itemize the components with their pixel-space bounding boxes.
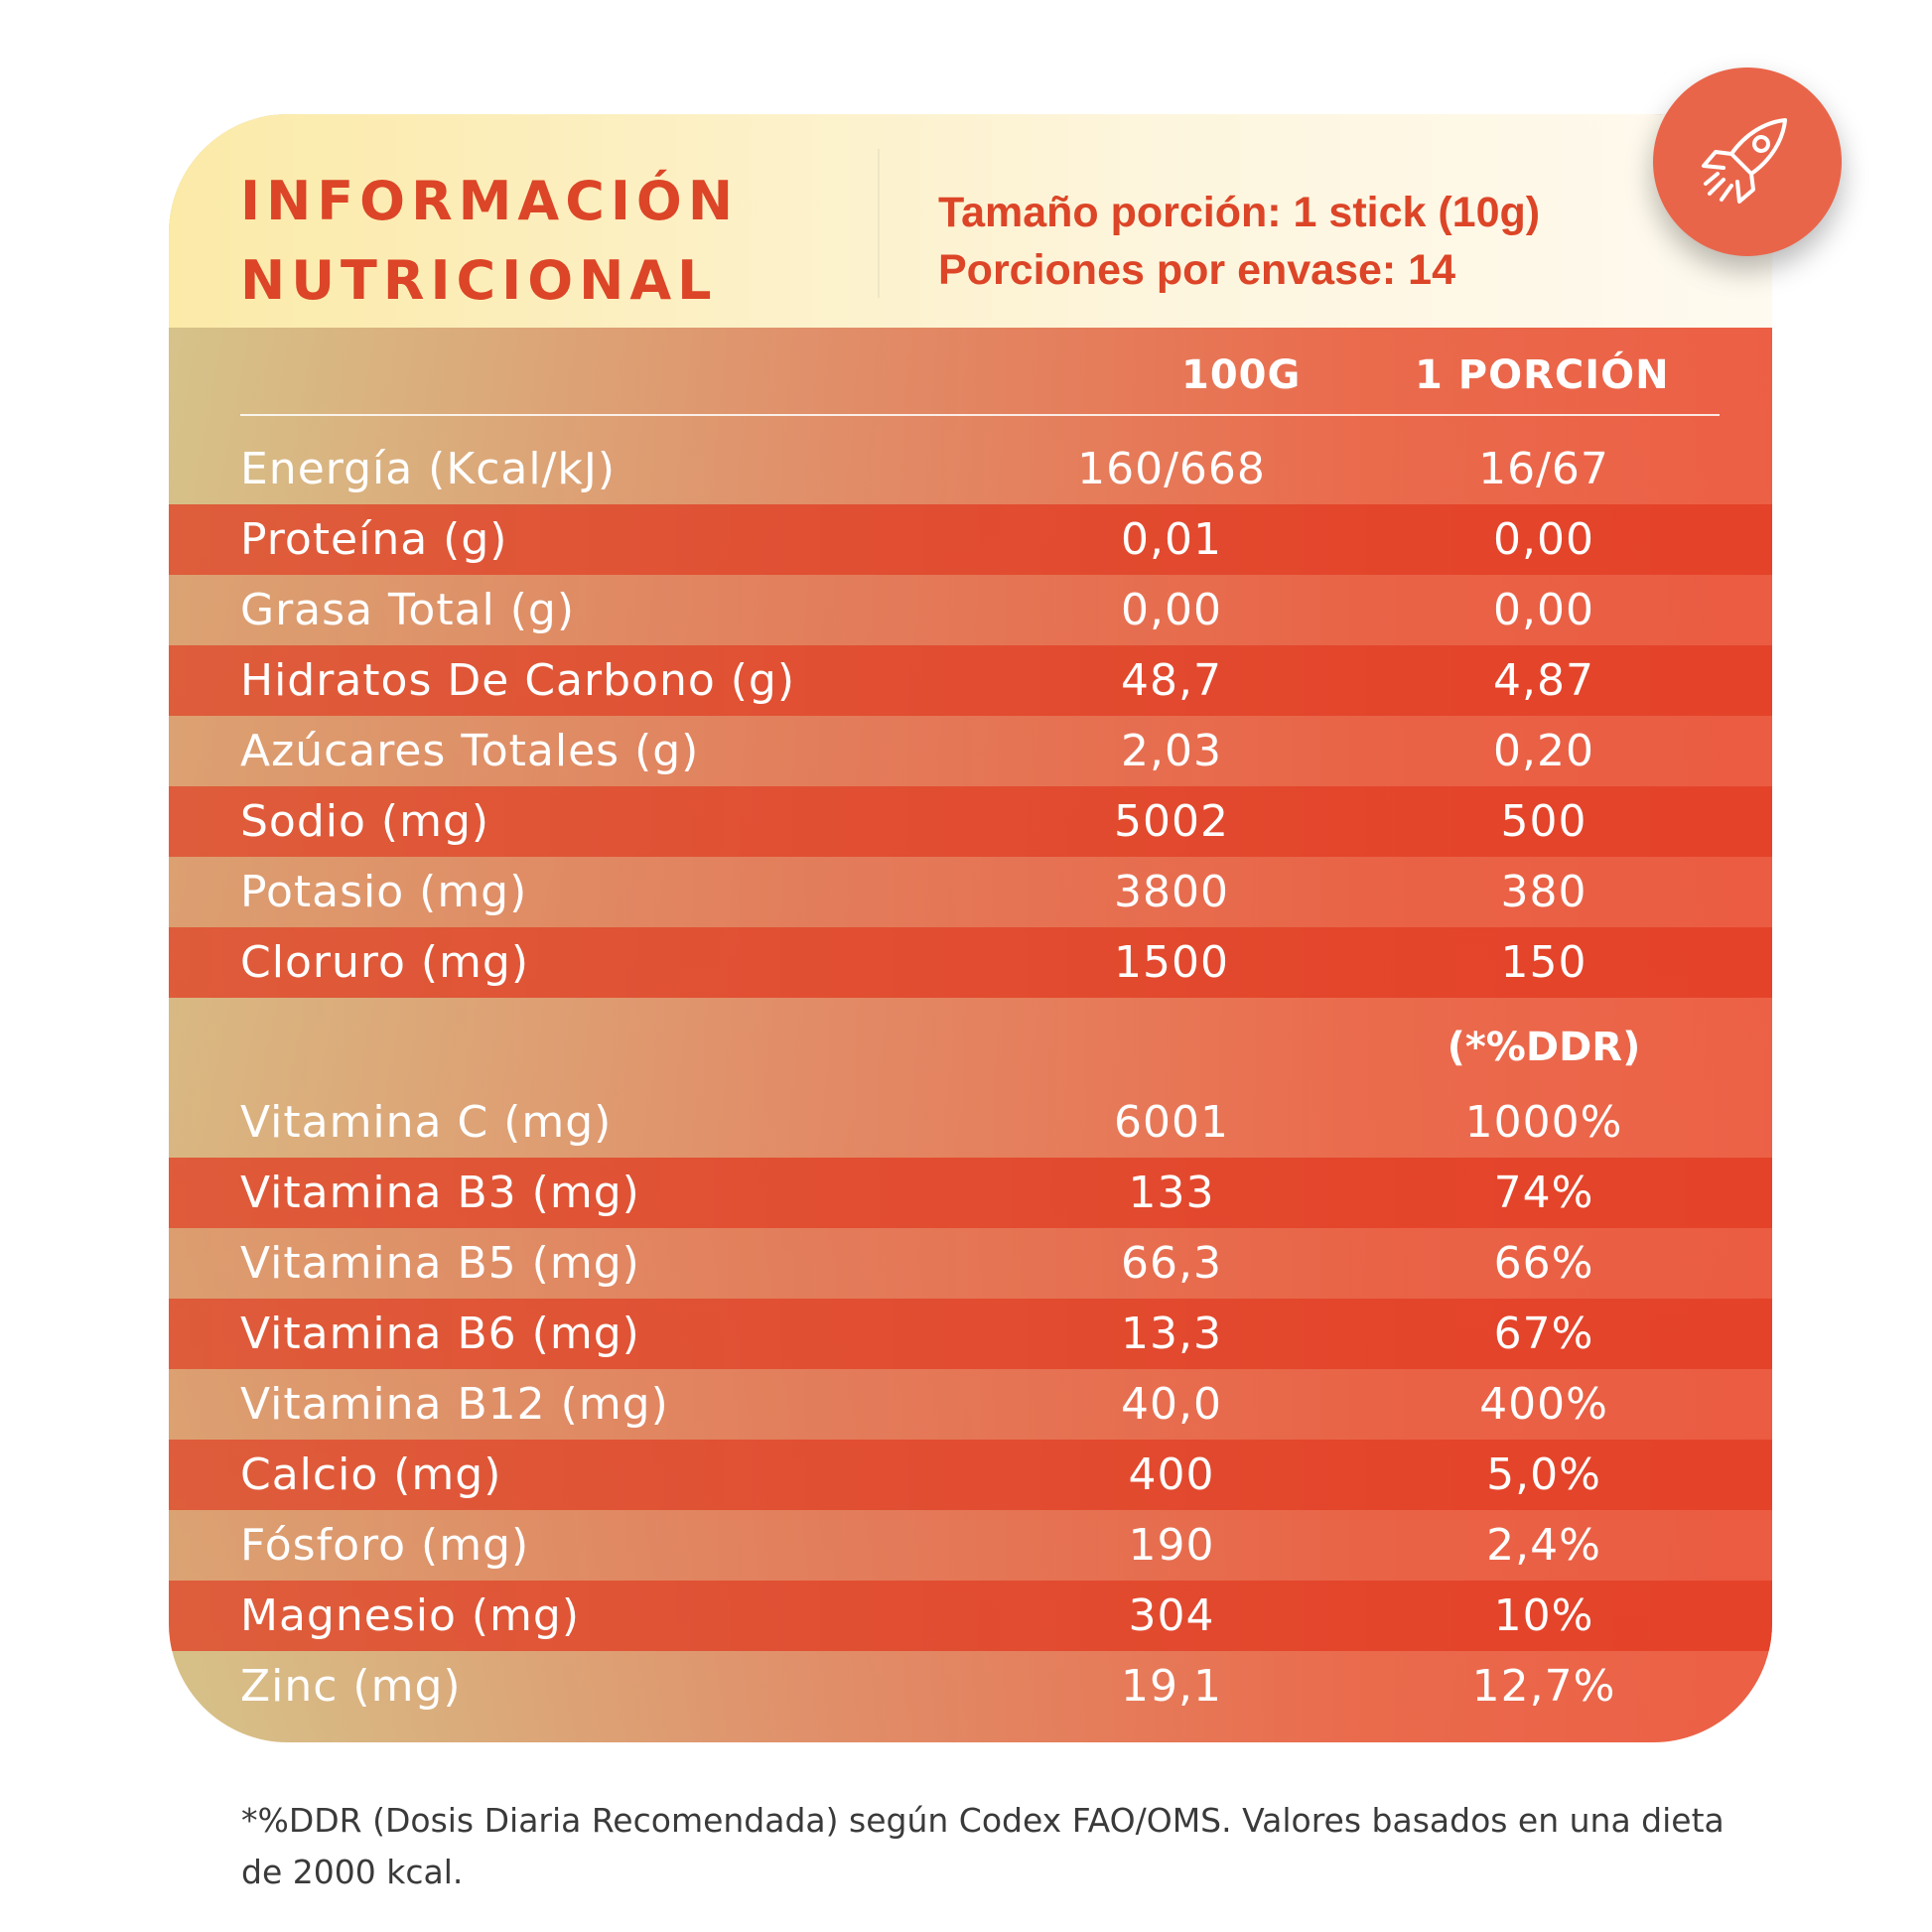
value-100g: 40,0: [1121, 1379, 1222, 1430]
value-100g: 1500: [1114, 937, 1229, 988]
value-serving: 380: [1500, 867, 1587, 917]
vitamin-label: Zinc (mg): [240, 1661, 462, 1712]
value-serving: 0,00: [1493, 514, 1594, 565]
value-serving: 150: [1500, 937, 1587, 988]
serving-size: Tamaño porción: 1 stick (10g): [938, 189, 1541, 236]
table-row: Potasio (mg) 3800 380: [169, 857, 1772, 927]
column-header-serving: 1 PORCIÓN: [1415, 352, 1670, 398]
footnote: *%DDR (Dosis Diaria Recomendada) según C…: [241, 1801, 1725, 1891]
header-divider: [878, 149, 880, 298]
value-100g: 3800: [1114, 867, 1229, 917]
vitamin-label: Calcio (mg): [240, 1449, 502, 1500]
value-100g: 0,00: [1121, 585, 1222, 635]
table-row: Vitamina B5 (mg) 66,3 66%: [169, 1228, 1772, 1299]
value-100g: 190: [1128, 1520, 1215, 1571]
table-row: Vitamina B12 (mg) 40,0 400%: [169, 1369, 1772, 1440]
value-100g: 48,7: [1121, 655, 1222, 706]
nutrient-label: Sodio (mg): [240, 796, 490, 847]
title-line-2: NUTRICIONAL: [240, 249, 718, 312]
table-row: Calcio (mg) 400 5,0%: [169, 1440, 1772, 1510]
value-100g: 5002: [1114, 796, 1229, 847]
vitamin-label: Vitamina C (mg): [240, 1097, 613, 1148]
value-100g: 133: [1128, 1168, 1215, 1218]
vitamin-label: Vitamina B6 (mg): [240, 1309, 640, 1359]
card-header: INFORMACIÓN NUTRICIONAL Tamaño porción: …: [169, 114, 1772, 328]
value-100g: 304: [1128, 1590, 1215, 1641]
table-row: Vitamina B6 (mg) 13,3 67%: [169, 1299, 1772, 1369]
table-row: Energía (Kcal/kJ) 160/668 16/67: [169, 434, 1772, 504]
table-row: Fósforo (mg) 190 2,4%: [169, 1510, 1772, 1581]
rocket-icon: [1702, 118, 1787, 204]
value-ddr: 5,0%: [1486, 1449, 1601, 1500]
value-serving: 500: [1500, 796, 1587, 847]
value-serving: 0,20: [1493, 726, 1594, 776]
table-row: Zinc (mg) 19,1 12,7%: [169, 1651, 1772, 1722]
column-header-ddr: (*%DDR): [1447, 1025, 1641, 1070]
value-100g: 160/668: [1077, 444, 1266, 494]
value-ddr: 10%: [1493, 1590, 1594, 1641]
value-ddr: 74%: [1493, 1168, 1594, 1218]
nutrient-label: Proteína (g): [240, 514, 508, 565]
nutrient-label: Potasio (mg): [240, 867, 528, 917]
table-row: Grasa Total (g) 0,00 0,00: [169, 575, 1772, 645]
table-row: Hidratos De Carbono (g) 48,7 4,87: [169, 645, 1772, 716]
value-serving: 4,87: [1493, 655, 1594, 706]
value-ddr: 400%: [1479, 1379, 1608, 1430]
table-row: Azúcares Totales (g) 2,03 0,20: [169, 716, 1772, 786]
header-rule: [240, 414, 1720, 416]
table-row: Proteína (g) 0,01 0,00: [169, 504, 1772, 575]
nutrient-label: Grasa Total (g): [240, 585, 576, 635]
value-ddr: 12,7%: [1471, 1661, 1616, 1712]
nutrient-label: Cloruro (mg): [240, 937, 529, 988]
value-serving: 16/67: [1478, 444, 1609, 494]
page-title: INFORMACIÓN NUTRICIONAL: [240, 162, 796, 321]
title-line-1: INFORMACIÓN: [240, 170, 740, 232]
vitamin-label: Vitamina B12 (mg): [240, 1379, 669, 1430]
vitamin-label: Vitamina B5 (mg): [240, 1238, 640, 1289]
value-100g: 400: [1128, 1449, 1215, 1500]
nutrient-label: Hidratos De Carbono (g): [240, 655, 795, 706]
column-header-100g: 100G: [1181, 352, 1302, 398]
nutrient-label: Energía (Kcal/kJ): [240, 444, 617, 494]
table-row: Cloruro (mg) 1500 150: [169, 927, 1772, 998]
value-ddr: 66%: [1493, 1238, 1594, 1289]
nutrition-card: INFORMACIÓN NUTRICIONAL Tamaño porción: …: [169, 114, 1772, 1742]
rocket-badge: [1653, 68, 1842, 256]
serving-info: Tamaño porción: 1 stick (10g) Porciones …: [938, 184, 1540, 299]
value-ddr: 1000%: [1464, 1097, 1623, 1148]
vitamin-label: Fósforo (mg): [240, 1520, 530, 1571]
servings-per-container: Porciones por envase: 14: [938, 246, 1455, 294]
value-100g: 13,3: [1121, 1309, 1222, 1359]
value-100g: 19,1: [1121, 1661, 1222, 1712]
value-100g: 0,01: [1121, 514, 1222, 565]
value-serving: 0,00: [1493, 585, 1594, 635]
table-row: Sodio (mg) 5002 500: [169, 786, 1772, 857]
vitamin-label: Vitamina B3 (mg): [240, 1168, 640, 1218]
value-100g: 6001: [1114, 1097, 1229, 1148]
table-row: Vitamina C (mg) 6001 1000%: [169, 1087, 1772, 1158]
vitamin-label: Magnesio (mg): [240, 1590, 580, 1641]
value-100g: 2,03: [1121, 726, 1222, 776]
value-ddr: 67%: [1493, 1309, 1594, 1359]
nutrient-label: Azúcares Totales (g): [240, 726, 700, 776]
value-ddr: 2,4%: [1486, 1520, 1601, 1571]
table-row: Magnesio (mg) 304 10%: [169, 1581, 1772, 1651]
value-100g: 66,3: [1121, 1238, 1222, 1289]
table-row: Vitamina B3 (mg) 133 74%: [169, 1158, 1772, 1228]
